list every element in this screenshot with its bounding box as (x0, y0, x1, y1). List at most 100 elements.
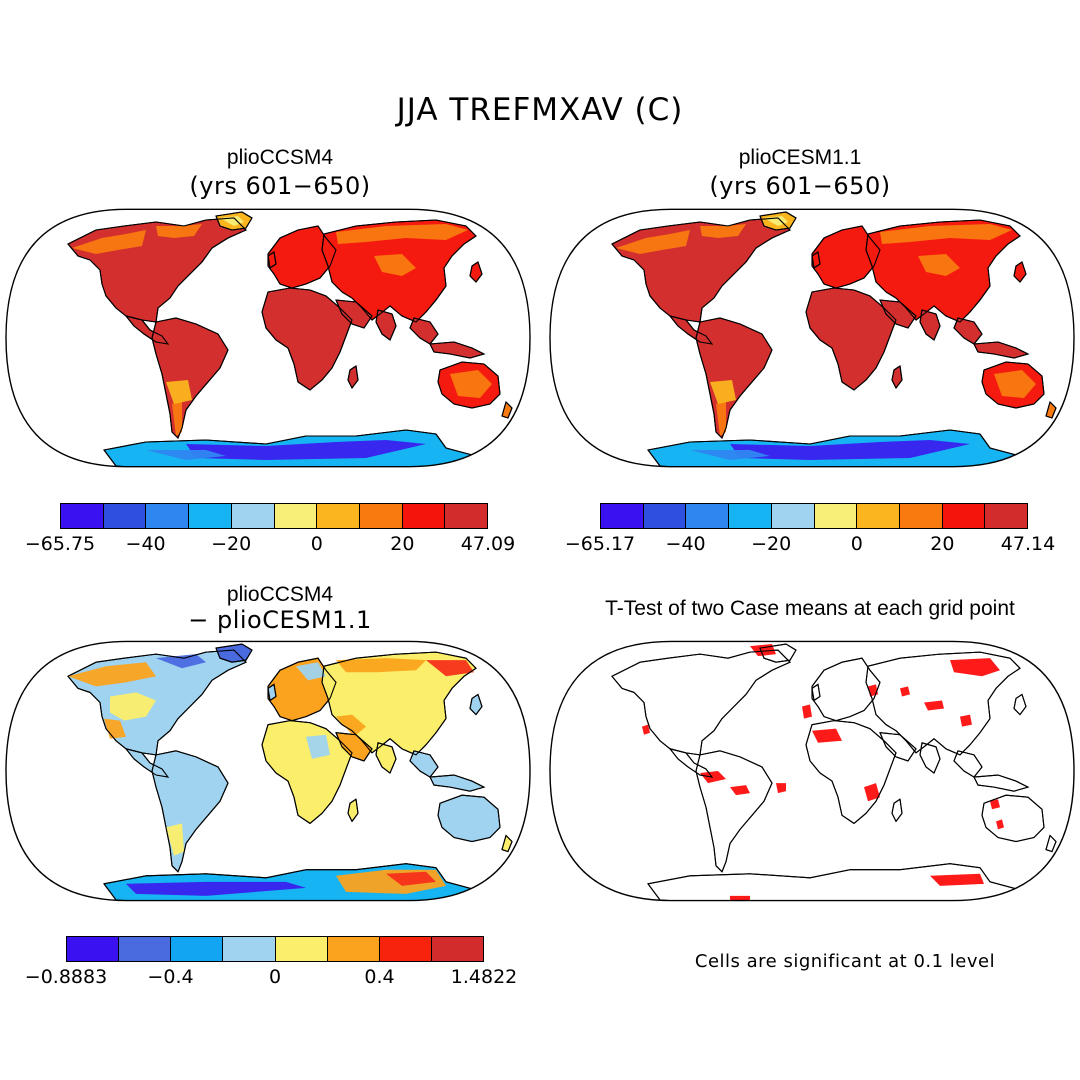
colorbar-swatches (600, 503, 1028, 529)
coastline-southAmerica (695, 317, 773, 439)
coastline-europe (811, 225, 881, 289)
siberia-patch (336, 224, 468, 244)
colorbar-swatch (103, 504, 147, 528)
significant-cell-region (960, 714, 972, 727)
colorbar-swatch (985, 504, 1028, 528)
landmass-japan (469, 261, 483, 283)
coastline-seAsia (953, 750, 983, 778)
coastline-arabia (879, 299, 917, 329)
colorbar-swatch (601, 504, 644, 528)
significant-cell-region (730, 785, 750, 796)
colorbar-tick-label: 47.14 (1000, 533, 1056, 555)
coastline-india (919, 309, 941, 341)
coastline-centralAm (124, 315, 170, 345)
coastline-japan (1013, 693, 1027, 716)
patagonia-patch (716, 400, 726, 436)
coastline-europe (267, 225, 337, 289)
significance-note: Cells are significant at 0.1 level (694, 951, 996, 972)
coastline-antarctica (103, 863, 478, 901)
antarctica-coast-patch (690, 450, 770, 460)
map-land-layer (67, 643, 513, 901)
panel-title-bottom-right: T-Test of two Case means at each grid po… (605, 597, 1015, 620)
map-bottom-left (5, 640, 531, 902)
antarctica-coast-patch (146, 450, 226, 460)
antarctica-interior-patch (186, 440, 426, 460)
coastline-greenland (759, 643, 797, 663)
tibet-patch (918, 254, 960, 276)
patagonia-patch (172, 400, 182, 436)
coastline-britain (811, 683, 821, 702)
southern-south-america-patch (710, 380, 736, 404)
map-top-right (549, 208, 1075, 468)
coastline-indonesia (429, 774, 486, 792)
colorbar-tick-label: −40 (665, 533, 706, 555)
coastline-greenland (215, 211, 253, 231)
colorbar-tick-label: −20 (211, 533, 252, 555)
antarctica-diff-blue-patch (126, 881, 306, 896)
arctic-canada-patch (700, 224, 746, 238)
landmass-japan (469, 693, 483, 716)
landmass-japan (1013, 693, 1027, 716)
siberia-patch (880, 224, 1012, 244)
antarctica-interior-patch (730, 440, 970, 460)
tibet-patch (374, 254, 416, 276)
significant-cell-region (996, 819, 1004, 830)
south-america-diff-patch (166, 823, 184, 856)
coastline-asia (321, 651, 477, 756)
coastline-australia (437, 361, 501, 409)
map-content (67, 643, 513, 901)
coastline-arabia (335, 299, 373, 329)
colorbar-swatch (146, 504, 190, 528)
middle-east-diff-patch (336, 714, 366, 737)
map-land-layer (67, 211, 513, 467)
australia-patch (450, 370, 492, 398)
landmass-southAmerica (695, 317, 773, 439)
coastline-japan (469, 693, 483, 716)
significant-cell-region (930, 873, 984, 886)
colorbar-swatch (223, 937, 276, 961)
coastline-indonesia (973, 774, 1030, 792)
coastline-nz (1045, 834, 1057, 853)
colorbar-swatch (274, 504, 318, 528)
coastline-nz (501, 400, 513, 419)
landmass-southAmerica (151, 317, 229, 439)
colorbar-swatch (61, 504, 104, 528)
colorbar-swatch (857, 504, 900, 528)
landmass-southAmerica (151, 750, 229, 873)
siberia-diff-patch (336, 658, 426, 673)
significant-cell-region (950, 658, 1000, 677)
panel-subtitle-top-right: (yrs 601−650) (709, 172, 891, 200)
colorbar-tick-label: 20 (930, 533, 955, 555)
coastline-africa (805, 720, 897, 825)
map-bottom-right (549, 640, 1075, 902)
map-land-layer (611, 643, 1057, 901)
coastline-antarctica (103, 429, 478, 467)
coastline-greenland (215, 643, 253, 663)
australia-patch (994, 370, 1036, 398)
colorbar-swatch (119, 937, 172, 961)
significant-cell-region (642, 724, 650, 735)
colorbar-tick-label: −40 (125, 533, 166, 555)
colorbar-swatch (327, 937, 380, 961)
colorbar-swatches (66, 936, 484, 962)
colorbar-tick-label: 47.09 (460, 533, 516, 555)
map-frame (5, 640, 531, 902)
colorbar-swatch (379, 937, 432, 961)
coastline-centralAm (668, 315, 714, 345)
colorbar-tick-label: 20 (390, 533, 415, 555)
coastline-madagascar (891, 365, 903, 390)
panel-title-top-left: plioCCSM4 (226, 146, 334, 169)
coastline-asia (321, 219, 477, 323)
landmass-northAmerica (67, 649, 247, 756)
significant-cell-region (900, 686, 910, 697)
coastline-australia (981, 794, 1045, 843)
colorbar-swatches (60, 503, 488, 529)
colorbar-tick-label: −65.17 (564, 533, 636, 555)
significant-cell-region (776, 783, 786, 794)
coastline-britain (267, 683, 277, 702)
coastline-japan (469, 261, 483, 283)
coastline-arabia (879, 732, 917, 762)
coastline-madagascar (347, 365, 359, 390)
landmass-northAmerica (67, 217, 247, 323)
coastline-centralAm (668, 747, 714, 778)
